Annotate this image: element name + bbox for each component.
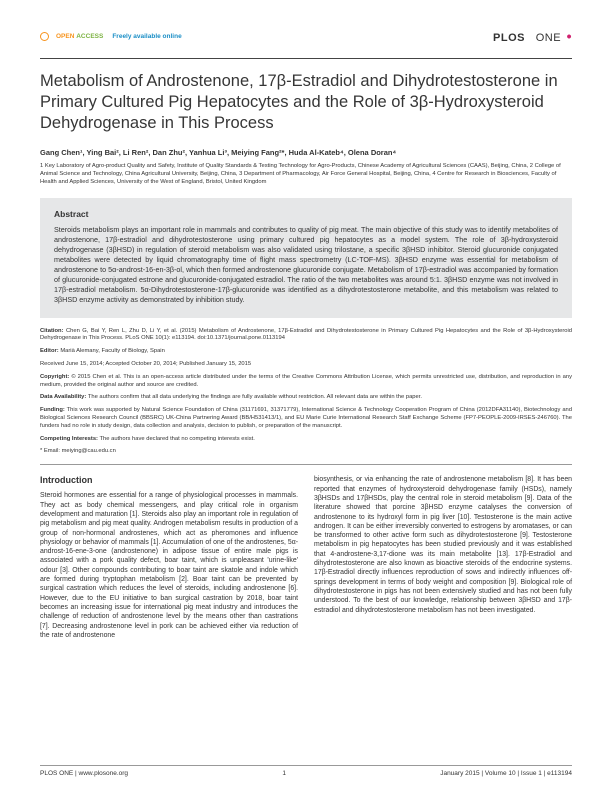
citation-text: Chen G, Bai Y, Ren L, Zhu D, Li Y, et al… (40, 328, 572, 342)
intro-text-left: Steroid hormones are essential for a ran… (40, 491, 298, 640)
funding-meta: Funding: This work was supported by Natu… (40, 407, 572, 430)
introduction-heading: Introduction (40, 475, 298, 485)
meta-divider (40, 464, 572, 465)
article-title: Metabolism of Androstenone, 17β-Estradio… (40, 71, 572, 134)
freely-available-text: Freely available online (112, 33, 181, 40)
copyright-meta: Copyright: © 2015 Chen et al. This is an… (40, 374, 572, 390)
funding-text: This work was supported by Natural Scien… (40, 407, 572, 429)
abstract-heading: Abstract (54, 209, 558, 219)
open-access-icon (40, 32, 49, 41)
competing-meta: Competing Interests: The authors have de… (40, 436, 572, 444)
citation-meta: Citation: Chen G, Bai Y, Ren L, Zhu D, L… (40, 328, 572, 344)
body-columns: Introduction Steroid hormones are essent… (40, 475, 572, 640)
affiliations: 1 Key Laboratory of Agro-product Quality… (40, 163, 572, 186)
competing-text: The authors have declared that no compet… (100, 436, 255, 442)
email-meta: * Email: meiying@cau.edu.cn (40, 448, 572, 456)
journal-logo: PLOS ONE • (493, 28, 572, 44)
header-divider (40, 58, 572, 59)
left-column: Introduction Steroid hormones are essent… (40, 475, 298, 640)
oa-access-text: ACCESS (76, 33, 103, 40)
page-footer: PLOS ONE | www.plosone.org 1 January 201… (40, 765, 572, 777)
abstract-box: Abstract Steroids metabolism plays an im… (40, 198, 572, 318)
right-column: biosynthesis, or via enhancing the rate … (314, 475, 572, 640)
intro-text-right: biosynthesis, or via enhancing the rate … (314, 475, 572, 615)
plos-dot-icon: • (567, 28, 572, 44)
editor-text: Marià Alemany, Faculty of Biology, Spain (60, 348, 165, 354)
authors-line: Gang Chen¹, Ying Bai², Li Ren², Dan Zhu²… (40, 148, 572, 158)
data-availability-text: The authors confirm that all data underl… (88, 394, 422, 400)
copyright-text: © 2015 Chen et al. This is an open-acces… (40, 374, 572, 388)
plos-text: PLOS (493, 32, 525, 44)
oa-open-text: OPEN (56, 33, 74, 40)
dates-meta: Received June 15, 2014; Accepted October… (40, 361, 572, 369)
data-availability-meta: Data Availability: The authors confirm t… (40, 394, 572, 402)
footer-right: January 2015 | Volume 10 | Issue 1 | e11… (440, 770, 572, 777)
page-header: OPEN ACCESS Freely available online PLOS… (40, 28, 572, 44)
footer-page-number: 1 (282, 770, 286, 777)
abstract-text: Steroids metabolism plays an important r… (54, 225, 558, 305)
editor-meta: Editor: Marià Alemany, Faculty of Biolog… (40, 348, 572, 356)
footer-left: PLOS ONE | www.plosone.org (40, 770, 128, 777)
open-access-badge: OPEN ACCESS Freely available online (40, 32, 182, 41)
plos-one-text: ONE (536, 32, 561, 44)
